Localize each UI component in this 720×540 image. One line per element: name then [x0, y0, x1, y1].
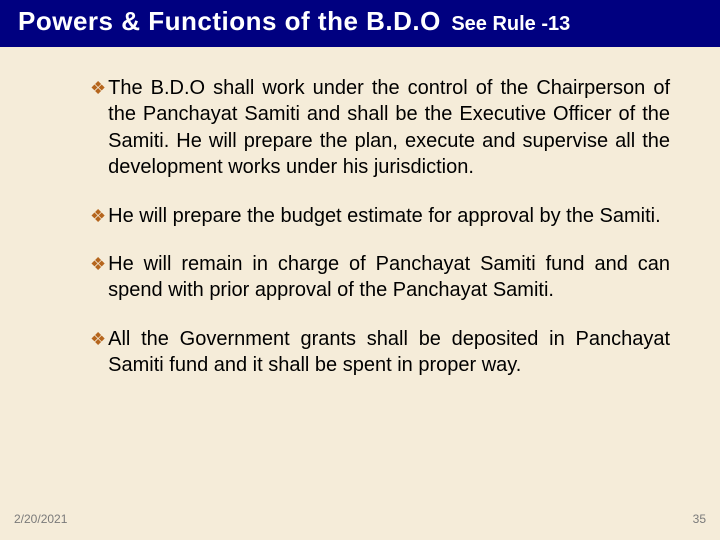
footer-date: 2/20/2021: [14, 512, 67, 526]
bullet-item: ❖ The B.D.O shall work under the control…: [90, 75, 670, 181]
bullet-item: ❖ He will prepare the budget estimate fo…: [90, 203, 670, 229]
title-bar: Powers & Functions of the B.D.O See Rule…: [0, 0, 720, 47]
bullet-item: ❖ All the Government grants shall be dep…: [90, 326, 670, 379]
diamond-bullet-icon: ❖: [90, 253, 106, 304]
bullet-text: The B.D.O shall work under the control o…: [108, 75, 670, 181]
diamond-bullet-icon: ❖: [90, 205, 106, 229]
diamond-bullet-icon: ❖: [90, 77, 106, 181]
footer-page-number: 35: [693, 512, 706, 526]
bullet-text: All the Government grants shall be depos…: [108, 326, 670, 379]
bullet-item: ❖ He will remain in charge of Panchayat …: [90, 251, 670, 304]
content-area: ❖ The B.D.O shall work under the control…: [0, 47, 720, 379]
title-main: Powers & Functions of the B.D.O: [18, 6, 441, 36]
bullet-text: He will prepare the budget estimate for …: [108, 203, 670, 229]
slide: Powers & Functions of the B.D.O See Rule…: [0, 0, 720, 540]
title-sub: See Rule -13: [451, 13, 570, 35]
diamond-bullet-icon: ❖: [90, 328, 106, 379]
bullet-text: He will remain in charge of Panchayat Sa…: [108, 251, 670, 304]
